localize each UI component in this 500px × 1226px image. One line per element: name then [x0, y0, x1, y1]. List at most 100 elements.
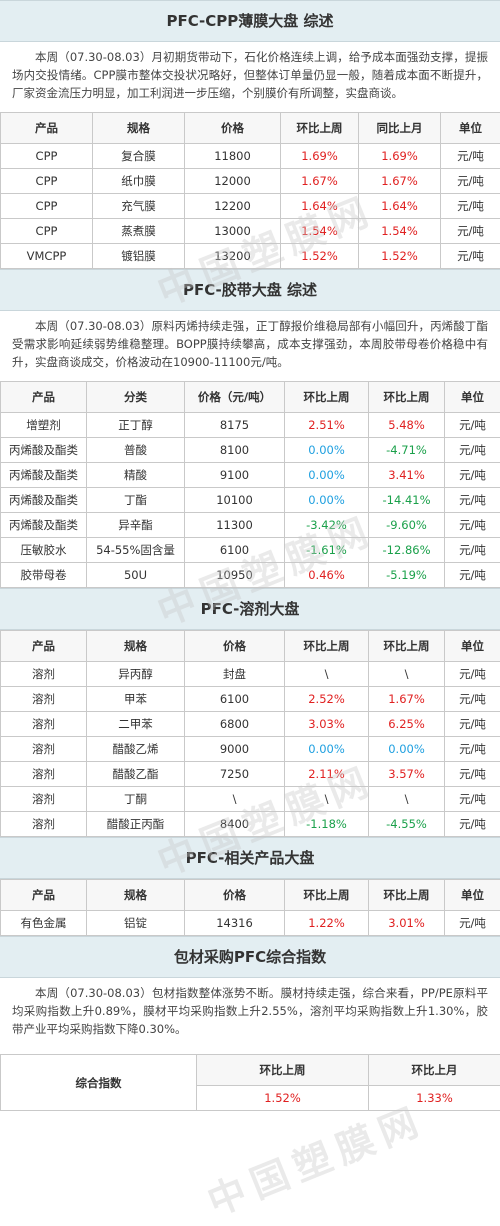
table-cell: \ — [185, 787, 285, 812]
table-cell: 11300 — [185, 513, 285, 538]
table-cell: 元/吨 — [441, 244, 500, 269]
table-cell: 元/吨 — [445, 737, 500, 762]
table-cell: 醋酸正丙酯 — [87, 812, 185, 837]
table-cell: 醋酸乙烯 — [87, 737, 185, 762]
table-cell: 14316 — [185, 911, 285, 936]
column-header: 环比上周 — [285, 631, 369, 662]
table-cell: 9000 — [185, 737, 285, 762]
table-cell: 1.69% — [359, 144, 441, 169]
table-cell: 元/吨 — [441, 194, 500, 219]
column-header: 价格（元/吨） — [185, 382, 285, 413]
table-cell: 0.00% — [369, 737, 445, 762]
table-cell: 1.67% — [369, 687, 445, 712]
table-cell: 充气膜 — [93, 194, 185, 219]
table-cell: \ — [369, 662, 445, 687]
table-cell: 压敏胶水 — [1, 538, 87, 563]
table-cell: 1.54% — [281, 219, 359, 244]
table-cell: 6100 — [185, 687, 285, 712]
table-cell: 溶剂 — [1, 762, 87, 787]
column-header: 环比上周 — [369, 880, 445, 911]
table-cell: 8100 — [185, 438, 285, 463]
table-cell: 3.03% — [285, 712, 369, 737]
table-cell: 0.00% — [285, 488, 369, 513]
table-cell: 2.11% — [285, 762, 369, 787]
index-row-label: 综合指数 — [1, 1055, 197, 1111]
table-cell: 元/吨 — [445, 762, 500, 787]
column-header: 产品 — [1, 382, 87, 413]
table-cell: 复合膜 — [93, 144, 185, 169]
index-value-week: 1.52% — [197, 1086, 369, 1111]
table-cell: 10950 — [185, 563, 285, 588]
table-cell: 1.67% — [359, 169, 441, 194]
cpp-section-title: PFC-CPP薄膜大盘 综述 — [0, 0, 500, 42]
table-cell: 普酸 — [87, 438, 185, 463]
column-header: 环比上周 — [281, 113, 359, 144]
table-cell: 元/吨 — [441, 169, 500, 194]
table-cell: 溶剂 — [1, 662, 87, 687]
table-cell: 6.25% — [369, 712, 445, 737]
column-header: 环比上周 — [285, 382, 369, 413]
table-cell: 封盘 — [185, 662, 285, 687]
table-cell: 元/吨 — [445, 488, 500, 513]
table-cell: 13200 — [185, 244, 281, 269]
table-cell: 异辛酯 — [87, 513, 185, 538]
table-cell: 纸巾膜 — [93, 169, 185, 194]
table-cell: 11800 — [185, 144, 281, 169]
table-cell: 有色金属 — [1, 911, 87, 936]
table-cell: 54-55%固含量 — [87, 538, 185, 563]
table-cell: 1.67% — [281, 169, 359, 194]
table-cell: 溶剂 — [1, 812, 87, 837]
table-cell: 蒸煮膜 — [93, 219, 185, 244]
table-cell: -12.86% — [369, 538, 445, 563]
table-cell: 元/吨 — [445, 538, 500, 563]
table-cell: 丙烯酸及酯类 — [1, 463, 87, 488]
column-header: 产品 — [1, 113, 93, 144]
table-cell: 丙烯酸及酯类 — [1, 513, 87, 538]
table-cell: 溶剂 — [1, 712, 87, 737]
table-cell: 1.22% — [285, 911, 369, 936]
column-header: 单位 — [441, 113, 500, 144]
column-header: 价格 — [185, 631, 285, 662]
table-row: 溶剂丁酮\\\元/吨 — [1, 787, 500, 812]
table-cell: VMCPP — [1, 244, 93, 269]
table-cell: 精酸 — [87, 463, 185, 488]
column-header: 产品 — [1, 880, 87, 911]
table-cell: 元/吨 — [445, 662, 500, 687]
table-cell: 1.54% — [359, 219, 441, 244]
table-cell: 元/吨 — [445, 812, 500, 837]
table-cell: 元/吨 — [445, 712, 500, 737]
table-cell: 0.00% — [285, 463, 369, 488]
table-cell: 7250 — [185, 762, 285, 787]
table-cell: 8175 — [185, 413, 285, 438]
table-cell: 1.64% — [281, 194, 359, 219]
column-header: 同比上月 — [359, 113, 441, 144]
column-header: 单位 — [445, 631, 500, 662]
column-header: 分类 — [87, 382, 185, 413]
table-cell: -9.60% — [369, 513, 445, 538]
table-cell: 元/吨 — [445, 463, 500, 488]
table-cell: 溶剂 — [1, 687, 87, 712]
table-cell: 3.57% — [369, 762, 445, 787]
table-cell: 0.46% — [285, 563, 369, 588]
table-cell: -1.18% — [285, 812, 369, 837]
column-header: 单位 — [445, 382, 500, 413]
table-cell: 元/吨 — [445, 563, 500, 588]
table-cell: 2.52% — [285, 687, 369, 712]
table-cell: 3.41% — [369, 463, 445, 488]
